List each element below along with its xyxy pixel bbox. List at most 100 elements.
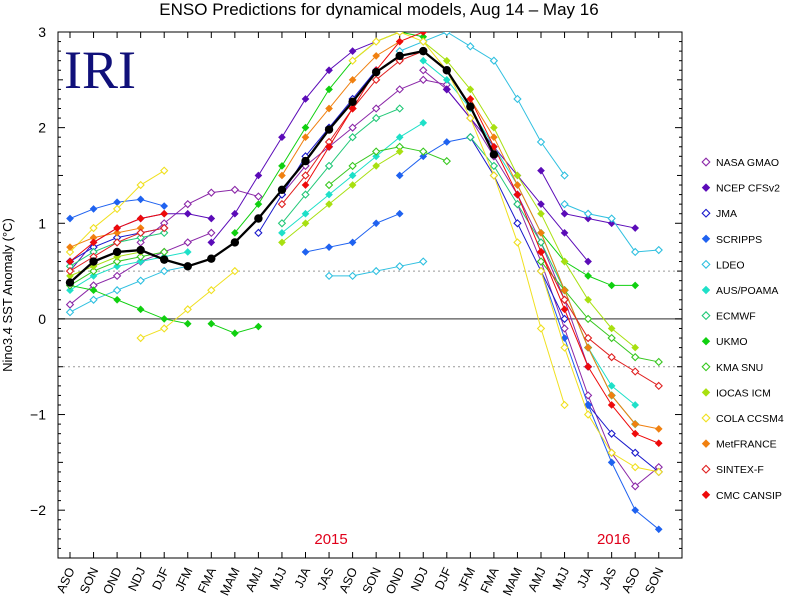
series-point: [183, 248, 192, 256]
observed-point: [136, 245, 145, 255]
series-point: [654, 381, 663, 391]
legend-label: ECMWF: [716, 311, 756, 323]
observed-point: [419, 46, 428, 56]
series-point: [371, 113, 381, 123]
legend-marker: [701, 336, 711, 346]
series-point: [348, 181, 357, 189]
chart-title: ENSO Predictions for dynamical models, A…: [159, 0, 598, 19]
series-point: [560, 324, 569, 333]
series-point: [513, 238, 522, 247]
series-point: [607, 391, 616, 400]
series-point: [631, 224, 640, 232]
legend-label: AUS/POAMA: [716, 285, 778, 297]
series-point: [371, 37, 381, 46]
legend: NASA GMAO NCEP CFSv2 JMA SCRIPPS LDEO AUS/POA…: [701, 157, 784, 502]
series-line: [540, 270, 659, 473]
series-line: [540, 251, 660, 387]
series-point: [207, 228, 216, 238]
series-point: [419, 37, 428, 46]
series-point: [230, 185, 240, 194]
legend-marker: [701, 157, 711, 167]
series-point: [160, 209, 169, 218]
series-line: [281, 108, 400, 224]
series-line: [210, 41, 377, 243]
series-point: [560, 171, 569, 180]
series-point: [113, 295, 121, 304]
legend-marker: [701, 311, 711, 321]
legend-item: AUS/POAMA: [701, 285, 778, 297]
series-point: [136, 257, 145, 266]
legend-label: IOCAS ICM: [716, 387, 771, 399]
series-point: [583, 209, 593, 218]
series-iocas-icm: [66, 37, 640, 352]
series-point: [183, 238, 192, 247]
legend-marker: [701, 388, 711, 397]
series-point: [136, 333, 145, 343]
series-line: [328, 146, 447, 186]
series-point: [631, 401, 640, 409]
series-line: [140, 189, 259, 243]
series-point: [160, 166, 169, 175]
y-tick-label: −1: [30, 407, 46, 423]
series-point: [113, 224, 121, 232]
series-point: [301, 171, 310, 180]
series-point: [513, 199, 522, 209]
series-point: [66, 214, 74, 223]
series-point: [65, 308, 75, 317]
series-point: [607, 382, 616, 390]
legend-label: COLA CCSM4: [716, 413, 784, 425]
series-point: [536, 137, 546, 147]
series-point: [348, 123, 357, 132]
series-point: [112, 271, 122, 281]
legend-marker: [701, 183, 711, 192]
series-point: [513, 94, 522, 104]
series-cola-ccsm4: [65, 32, 663, 477]
series-point: [301, 219, 310, 228]
series-point: [466, 85, 475, 94]
observed-point: [301, 156, 310, 166]
series-point: [207, 188, 216, 197]
series-point: [560, 400, 569, 410]
series-point: [160, 247, 169, 257]
series-point: [560, 305, 569, 314]
series-point: [442, 156, 451, 166]
series-point: [631, 343, 640, 352]
series-point: [583, 410, 593, 419]
series-line: [257, 69, 377, 234]
series-point: [136, 233, 145, 242]
series-point: [231, 229, 239, 237]
series-line: [305, 32, 424, 186]
series-point: [301, 248, 310, 256]
series-point: [136, 214, 145, 223]
series-point: [654, 357, 663, 367]
series-point: [537, 166, 545, 175]
observed-point: [324, 125, 334, 134]
series-point: [372, 52, 380, 60]
series-point: [136, 252, 145, 261]
series-point: [419, 75, 428, 84]
legend-item: COLA CCSM4: [701, 413, 784, 425]
series-point: [136, 305, 145, 314]
series-point: [631, 429, 640, 438]
legend-item: NCEP CFSv2: [701, 183, 780, 195]
series-point: [325, 200, 333, 208]
series-point: [89, 272, 98, 280]
legend-item: MetFRANCE: [701, 439, 777, 451]
series-point: [631, 352, 640, 362]
series-point: [254, 200, 263, 208]
series-line: [69, 284, 188, 325]
series-point: [395, 262, 404, 271]
series-point: [371, 104, 381, 113]
series-point: [607, 429, 616, 438]
series-point: [65, 266, 75, 276]
series-point: [442, 32, 451, 37]
series-point: [348, 171, 357, 180]
series-point: [560, 286, 569, 295]
series-point: [89, 238, 98, 247]
series-point: [325, 243, 333, 252]
series-point: [89, 205, 98, 213]
iri-logo: IRI: [64, 40, 136, 100]
series-point: [89, 295, 98, 304]
legend-marker: [701, 285, 711, 295]
